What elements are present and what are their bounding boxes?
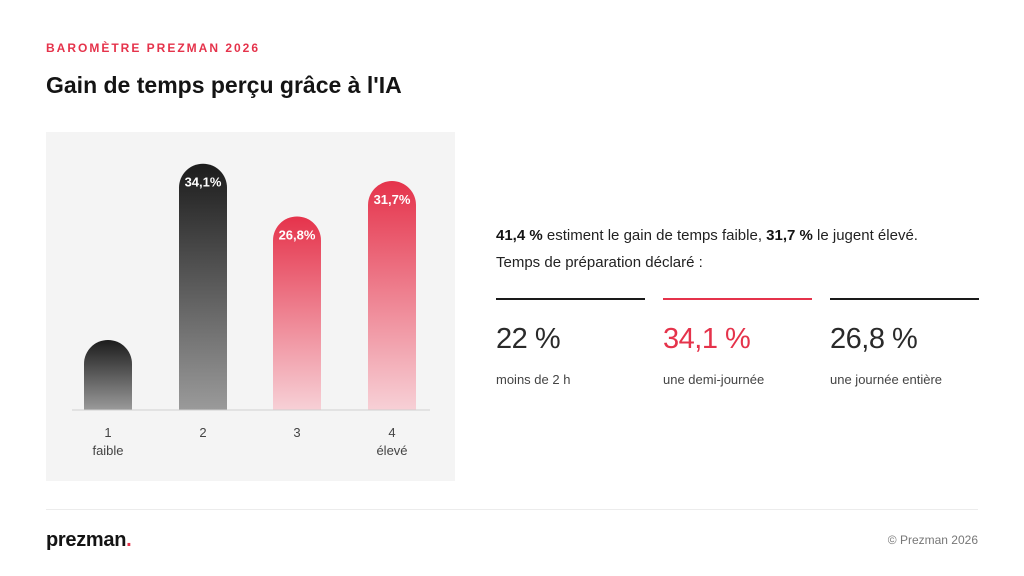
x-tick-label: élevé — [376, 443, 407, 458]
stat-under-2h: 22 % moins de 2 h — [496, 298, 645, 387]
stat-value: 34,1 % — [663, 323, 751, 355]
stat-caption: une journée entière — [830, 372, 943, 387]
bar-chart: 34,1% 26,8% 31,7% 1 faible 2 3 4 élevé — [72, 163, 430, 458]
stat-caption: moins de 2 h — [496, 372, 571, 387]
stat-rule — [663, 298, 812, 300]
bar-data-label: 26,8% — [279, 227, 316, 242]
stat-value: 26,8 % — [830, 323, 918, 355]
x-tick-label: 4 — [388, 425, 395, 440]
logo-dot: . — [126, 529, 132, 551]
bar-chart-panel: 34,1% 26,8% 31,7% 1 faible 2 3 4 élevé — [46, 132, 455, 481]
stat-value: 22 % — [496, 323, 561, 355]
stat-full-day: 26,8 % une journée entière — [830, 298, 979, 387]
x-tick-label: 2 — [199, 425, 206, 440]
brand-logo[interactable]: prezman. — [46, 529, 132, 552]
summary-text: 41,4 % estiment le gain de temps faible,… — [496, 222, 956, 276]
chart-bar-3 — [273, 216, 321, 410]
x-tick-label: faible — [92, 443, 123, 458]
summary-high-value: 31,7 % — [766, 227, 813, 244]
summary-low-text: estiment le gain de temps faible, — [542, 227, 767, 244]
stat-caption: une demi-journée — [663, 372, 765, 387]
footer-divider — [46, 509, 978, 510]
x-tick-label: 1 — [104, 425, 111, 440]
logo-text: prezman — [46, 529, 127, 551]
copyright-text: © Prezman 2026 — [887, 533, 978, 547]
x-tick-label: 3 — [293, 425, 300, 440]
bar-data-label: 34,1% — [185, 175, 222, 190]
chart-bar-2 — [179, 163, 227, 410]
stat-half-day: 34,1 % une demi-journée — [663, 298, 812, 387]
bar-data-label: 31,7% — [374, 192, 411, 207]
report-eyebrow: BAROMÈTRE PREZMAN 2026 — [46, 41, 261, 55]
stat-rule — [496, 298, 645, 300]
summary-high-text: le jugent élevé. Temps de préparation dé… — [496, 227, 918, 271]
summary-low-value: 41,4 % — [496, 227, 543, 244]
chart-bar-4 — [368, 181, 416, 410]
chart-bar-1 — [84, 339, 132, 410]
page-title: Gain de temps perçu grâce à l'IA — [46, 72, 402, 98]
stat-rule — [830, 298, 979, 300]
